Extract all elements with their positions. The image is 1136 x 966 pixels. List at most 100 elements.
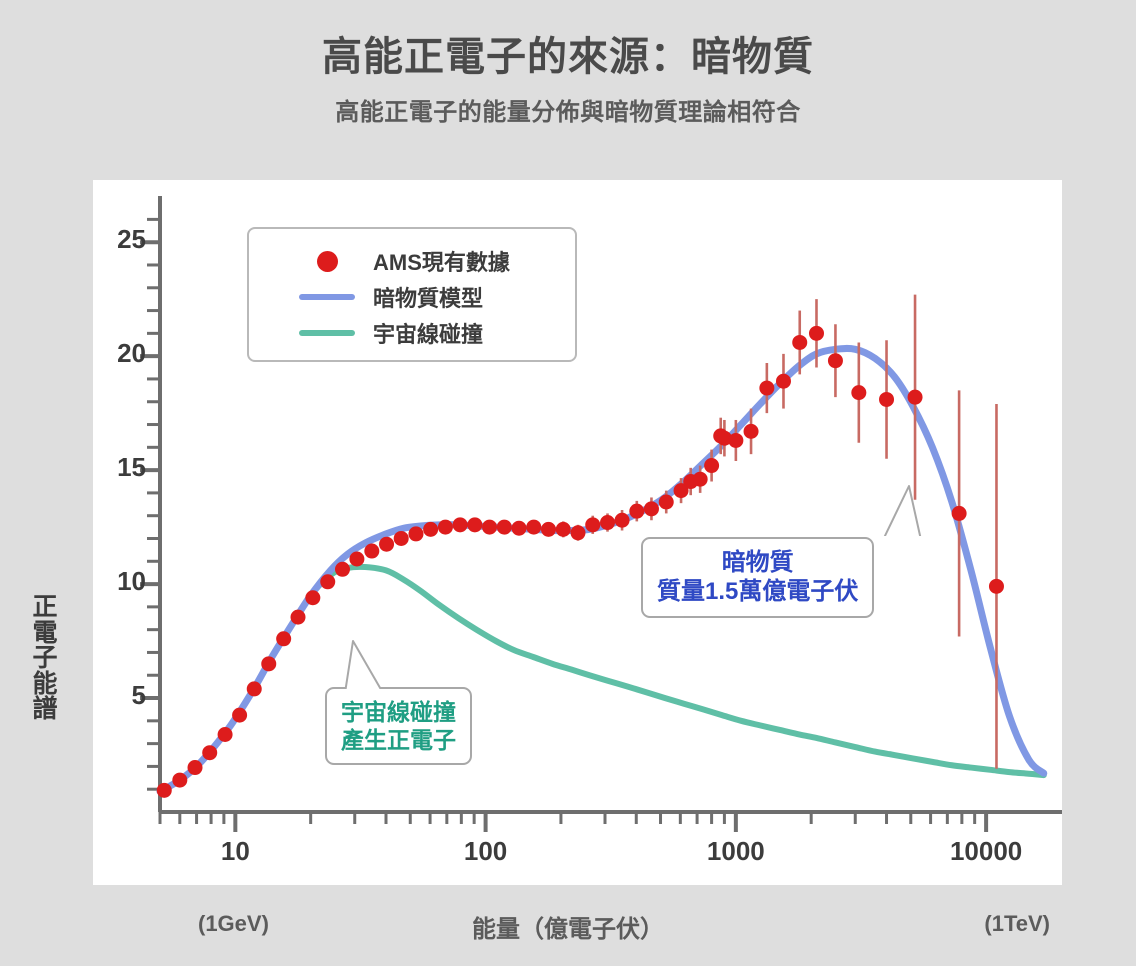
data-point — [728, 432, 744, 448]
callout-dark-matter-line2: 質量1.5萬億電子伏 — [657, 578, 859, 606]
data-point — [673, 483, 689, 499]
x-tick-label: 1000 — [706, 836, 765, 866]
data-point — [704, 458, 720, 474]
y-tick-label: 25 — [117, 224, 146, 255]
data-point — [364, 543, 380, 559]
y-axis-cjk-char: 譜 — [32, 695, 58, 723]
x-axis-note-left: (1GeV) — [198, 911, 269, 936]
data-point — [658, 494, 674, 510]
data-point — [555, 521, 571, 537]
data-point — [261, 656, 277, 672]
legend-item-1: 暗物質模型 — [249, 279, 575, 315]
x-axis-note-strip: (1GeV) 能量（億電子伏） (1TeV) — [0, 893, 1136, 966]
chart-legend: AMS現有數據 暗物質模型宇宙線碰撞 — [247, 227, 577, 362]
y-axis-cjk-label: 正電子能譜 — [28, 593, 62, 723]
data-point — [202, 745, 218, 761]
data-point — [792, 334, 808, 350]
data-point — [716, 430, 732, 446]
legend-label: AMS現有數據 — [373, 250, 510, 275]
data-point — [290, 609, 306, 625]
y-axis-cjk-char: 電 — [32, 618, 58, 647]
legend-marker-dot-icon — [291, 250, 363, 272]
data-point — [452, 517, 468, 533]
data-point — [496, 519, 512, 535]
data-point — [629, 503, 645, 519]
data-point — [305, 590, 321, 606]
data-point — [600, 515, 616, 531]
y-axis-cjk-char: 正 — [32, 593, 58, 621]
callout-dark-matter-line1: 暗物質 — [721, 549, 794, 576]
data-point — [349, 551, 365, 567]
legend-marker-line-icon — [291, 330, 363, 336]
cosmic-ray-line — [157, 563, 1047, 795]
callout-cosmic-ray-line2: 產生正電子 — [341, 727, 456, 754]
y-tick-label: 5 — [131, 680, 146, 711]
legend-marker-line-icon — [291, 294, 363, 300]
data-point — [423, 521, 439, 537]
legend-item-0: AMS現有數據 — [249, 243, 575, 279]
data-point — [541, 521, 557, 537]
data-point — [692, 471, 708, 487]
data-point — [482, 519, 498, 535]
data-point — [526, 519, 542, 535]
y-tick-label: 20 — [117, 338, 146, 369]
data-point — [172, 772, 188, 788]
dark-matter-line — [156, 344, 1048, 795]
callout-cosmic-ray-line1: 宇宙線碰撞 — [341, 699, 456, 725]
data-point — [232, 707, 248, 723]
x-tick-label: 10000 — [949, 836, 1023, 866]
legend-item-2: 宇宙線碰撞 — [249, 315, 575, 351]
data-points-group — [156, 325, 1004, 798]
data-point — [570, 525, 586, 541]
data-point — [808, 325, 824, 341]
data-point — [851, 385, 867, 401]
heading-block: 高能正電子的來源：暗物質 高能正電子的能量分佈與暗物質理論相符合 — [0, 0, 1136, 127]
axes-group — [140, 196, 1062, 832]
data-point — [827, 353, 843, 369]
legend-label: 暗物質模型 — [373, 286, 484, 311]
page-subtitle: 高能正電子的能量分佈與暗物質理論相符合 — [335, 99, 801, 126]
data-point — [511, 520, 527, 536]
data-point — [467, 517, 483, 533]
dark-matter-curve — [156, 344, 1048, 795]
data-point — [775, 373, 791, 389]
data-point — [907, 389, 923, 405]
data-point — [585, 517, 601, 533]
data-point — [408, 526, 424, 542]
y-tick-label: 10 — [117, 566, 146, 597]
legend-swatch — [299, 330, 355, 336]
data-point — [217, 727, 233, 743]
data-point — [334, 561, 350, 577]
callout-dark-matter: 暗物質 質量1.5萬億電子伏 — [641, 537, 875, 618]
legend-label: 宇宙線碰撞 — [373, 322, 484, 347]
callout-cosmic-ray: 宇宙線碰撞 產生正電子 — [325, 687, 472, 766]
y-axis-cjk-char: 子 — [32, 644, 58, 672]
x-axis-title: 能量（億電子伏） — [472, 916, 664, 943]
data-point — [951, 505, 967, 521]
data-point — [759, 380, 775, 396]
data-point — [437, 519, 453, 535]
data-point — [156, 782, 172, 798]
data-point — [988, 578, 1004, 594]
cosmic-ray-curve — [157, 563, 1047, 795]
data-point — [246, 681, 262, 697]
chart-plot — [140, 196, 1062, 832]
data-point — [379, 536, 395, 552]
x-tick-label: 10 — [220, 836, 250, 866]
data-point — [879, 391, 895, 407]
data-point — [743, 423, 759, 439]
page-title: 高能正電子的來源：暗物質 — [322, 35, 814, 79]
chart-card: 5 10 15 20 25 10 100 1000 10000 AMS現有數據 暗物質模型宇宙線… — [93, 180, 1062, 885]
x-tick-label: 100 — [463, 836, 508, 866]
y-tick-label: 15 — [117, 452, 146, 483]
legend-swatch — [299, 294, 355, 300]
x-axis-note-right: (1TeV) — [984, 911, 1050, 936]
y-axis-cjk-char: 能 — [32, 669, 58, 698]
data-point — [276, 631, 292, 647]
data-point — [320, 574, 336, 590]
data-point — [614, 512, 630, 528]
data-point — [393, 530, 409, 546]
data-point — [643, 501, 659, 517]
data-point — [187, 760, 203, 776]
